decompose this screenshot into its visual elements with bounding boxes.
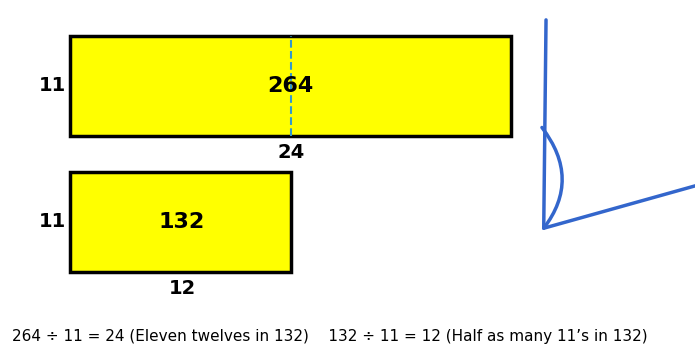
FancyArrowPatch shape — [542, 20, 695, 228]
FancyBboxPatch shape — [70, 172, 291, 272]
Text: 11: 11 — [39, 76, 67, 96]
Text: 264: 264 — [268, 76, 314, 96]
Text: 24: 24 — [277, 142, 304, 162]
Text: 11: 11 — [39, 212, 67, 232]
Text: 264 ÷ 11 = 24 (Eleven twelves in 132)    132 ÷ 11 = 12 (Half as many 11’s in 132: 264 ÷ 11 = 24 (Eleven twelves in 132) 13… — [12, 329, 647, 344]
Text: 12: 12 — [168, 279, 196, 298]
FancyBboxPatch shape — [70, 36, 511, 136]
Text: 132: 132 — [159, 212, 205, 232]
